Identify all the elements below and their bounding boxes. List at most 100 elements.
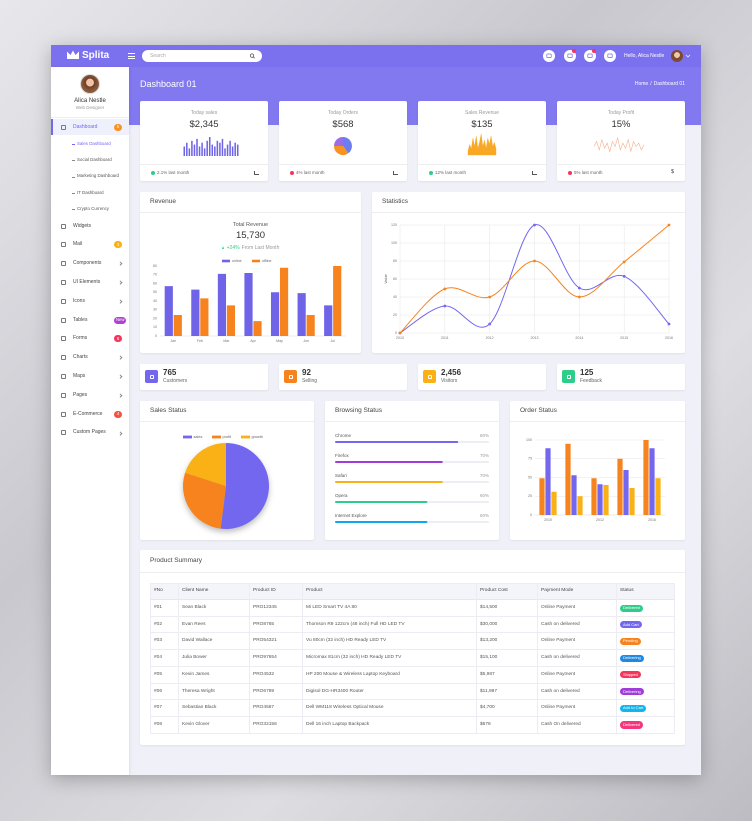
trend-icon (290, 170, 294, 175)
stat-icon (284, 370, 297, 383)
table-cell: Online Payment (541, 705, 576, 711)
table-cell: Sebastian Black (182, 705, 217, 711)
stat-icon (145, 370, 158, 383)
submenu-item[interactable]: IT Dashboard (77, 189, 104, 195)
stat-value: $2,345 (189, 119, 219, 130)
menu-icon (61, 298, 66, 304)
column-border (616, 583, 617, 734)
card (279, 364, 407, 390)
submenu-item[interactable]: Marketing Dashboard (77, 173, 119, 179)
menu-icon (61, 261, 66, 267)
header-icon[interactable] (604, 50, 616, 62)
menu-item[interactable]: Charts (73, 354, 88, 361)
submenu-item[interactable]: Social Dashboard (77, 157, 112, 163)
table-cell: Mi LED Smart TV 4A 80 (306, 605, 357, 610)
card-title: Product Summary (150, 557, 203, 564)
table-cell: Cash on delivered (541, 655, 580, 661)
menu-badge: 4 (114, 410, 122, 418)
menu-item[interactable]: Mail (73, 241, 83, 248)
status-badge: Add Cart (620, 621, 642, 629)
column-header: Product Cost (480, 588, 508, 593)
search-box[interactable] (142, 50, 262, 62)
menu-item[interactable]: Dashboard (73, 123, 98, 130)
mini-stat-label: Visitors (441, 377, 458, 384)
submenu-dash (72, 176, 75, 178)
mini-stat-label: Customers (163, 377, 188, 384)
table-cell: $30,000 (480, 621, 498, 627)
menu-item[interactable]: Forms (73, 335, 88, 342)
row-border (150, 715, 675, 717)
table-cell: #04 (154, 655, 163, 661)
table-cell: Theresa Wright (182, 688, 215, 694)
column-border (302, 583, 303, 734)
menu-icon (61, 223, 66, 229)
table-cell: Online Payment (541, 638, 576, 644)
divider (140, 421, 314, 422)
table-cell: $14,500 (480, 605, 498, 610)
menu-badge: New (114, 316, 127, 324)
table-cell: Digisol DG-HR3400 Router (306, 688, 364, 694)
stat-value: $568 (332, 119, 354, 130)
row-border (150, 699, 675, 701)
menu-item[interactable]: Maps (73, 372, 86, 379)
menu-item[interactable]: Tables (73, 316, 88, 323)
mini-stat-label: Selling (302, 377, 318, 384)
submenu-item[interactable]: Crypto Currency (77, 206, 109, 211)
divider (140, 212, 361, 213)
menu-item[interactable]: Components (73, 260, 102, 267)
page-title: Dashboard 01 (140, 79, 197, 89)
card (140, 550, 685, 745)
mini-stat-value: 2,456 (441, 367, 462, 377)
table-cell: Kevin James (182, 671, 210, 677)
table-cell: Cash on delivered (541, 621, 580, 627)
column-header: Status (620, 588, 634, 593)
menu-item[interactable]: E-Commerce (73, 410, 103, 417)
stat-icon-glyph (149, 374, 154, 379)
status-badge: Delivering (620, 654, 644, 662)
menu-icon (61, 242, 66, 248)
summary-label: Total Revenue (232, 222, 269, 228)
menu-item[interactable]: Icons (73, 297, 85, 304)
column-border (178, 583, 179, 734)
card-title: Browsing Status (335, 407, 382, 414)
divider (372, 212, 685, 213)
card (372, 192, 685, 353)
card-title: Revenue (150, 198, 177, 205)
breadcrumb-link[interactable]: Home (634, 80, 649, 87)
table-cell: PRO97654 (253, 655, 277, 661)
menu-badge: 3 (114, 241, 122, 249)
status-badge: Shipped (620, 671, 641, 679)
row-border (150, 632, 675, 634)
trend-icon (151, 170, 155, 175)
footer-symbol: $ (671, 169, 675, 175)
breadcrumb-separator: / (650, 80, 652, 87)
table-cell: Cash on delivered (541, 688, 580, 694)
table-cell: $678 (480, 721, 491, 727)
menu-item[interactable]: Widgets (73, 222, 92, 229)
submenu-dash (72, 160, 75, 161)
table-cell: Micromax 81cm (32 inch) HD Ready LED TV (306, 655, 402, 661)
user-avatar[interactable] (671, 50, 683, 62)
card-title: Statistics (382, 198, 409, 205)
table-cell: #08 (154, 721, 163, 727)
menu-item[interactable]: UI Elements (73, 278, 101, 285)
submenu-item[interactable]: Sales Dashboard (77, 140, 111, 146)
status-badge: Delivering (620, 688, 644, 696)
table-cell: David Wallace (182, 638, 213, 644)
table-cell: PRO8765 (253, 621, 275, 627)
trend-text: 5% last month (574, 169, 603, 175)
menu-item[interactable]: Custom Pages (73, 429, 106, 436)
divider (557, 164, 685, 165)
row-border (150, 615, 675, 617)
menu-badge: 6 (114, 335, 122, 343)
menu-toggle[interactable] (128, 53, 135, 59)
menu-active (51, 119, 129, 135)
trend-text: 2.1% last month (157, 169, 190, 175)
stat-label: Sales Revenue (465, 110, 499, 116)
table-cell: $4,700 (480, 705, 495, 711)
menu-item[interactable]: Pages (73, 391, 88, 398)
table-cell: PRO4567 (253, 705, 275, 711)
header-icon[interactable] (543, 50, 555, 62)
row-border (150, 682, 675, 684)
